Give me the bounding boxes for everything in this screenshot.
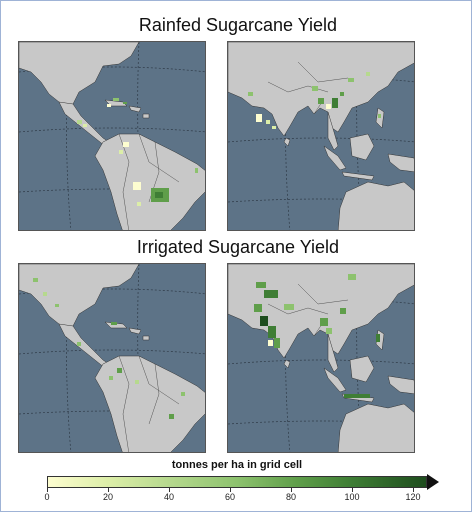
tick-mark [352,488,353,492]
map-irrigated-americas [18,263,206,453]
colorbar-gradient [47,476,427,488]
tick-mark [230,488,231,492]
tick-label: 40 [163,492,175,502]
map-rainfed-americas [18,41,206,231]
colorbar-title: tonnes per ha in grid cell [171,459,303,471]
tick-mark [169,488,170,492]
tick-mark [413,488,414,492]
tick-mark [108,488,109,492]
tick-label: 20 [102,492,114,502]
map-irrigated-asia [227,263,415,453]
irrigated-title: Irrigated Sugarcane Yield [136,237,340,257]
tick-label: 120 [405,492,421,502]
tick-label: 80 [285,492,297,502]
map-rainfed-asia [227,41,415,231]
rainfed-title: Rainfed Sugarcane Yield [138,15,338,35]
tick-mark [47,488,48,492]
tick-label: 100 [344,492,360,502]
tick-mark [291,488,292,492]
tick-label: 0 [44,492,50,502]
colorbar-arrow-icon [427,474,439,490]
colorbar-legend: tonnes per ha in grid cell 0 20 40 60 80… [37,459,457,509]
tick-label: 60 [224,492,236,502]
